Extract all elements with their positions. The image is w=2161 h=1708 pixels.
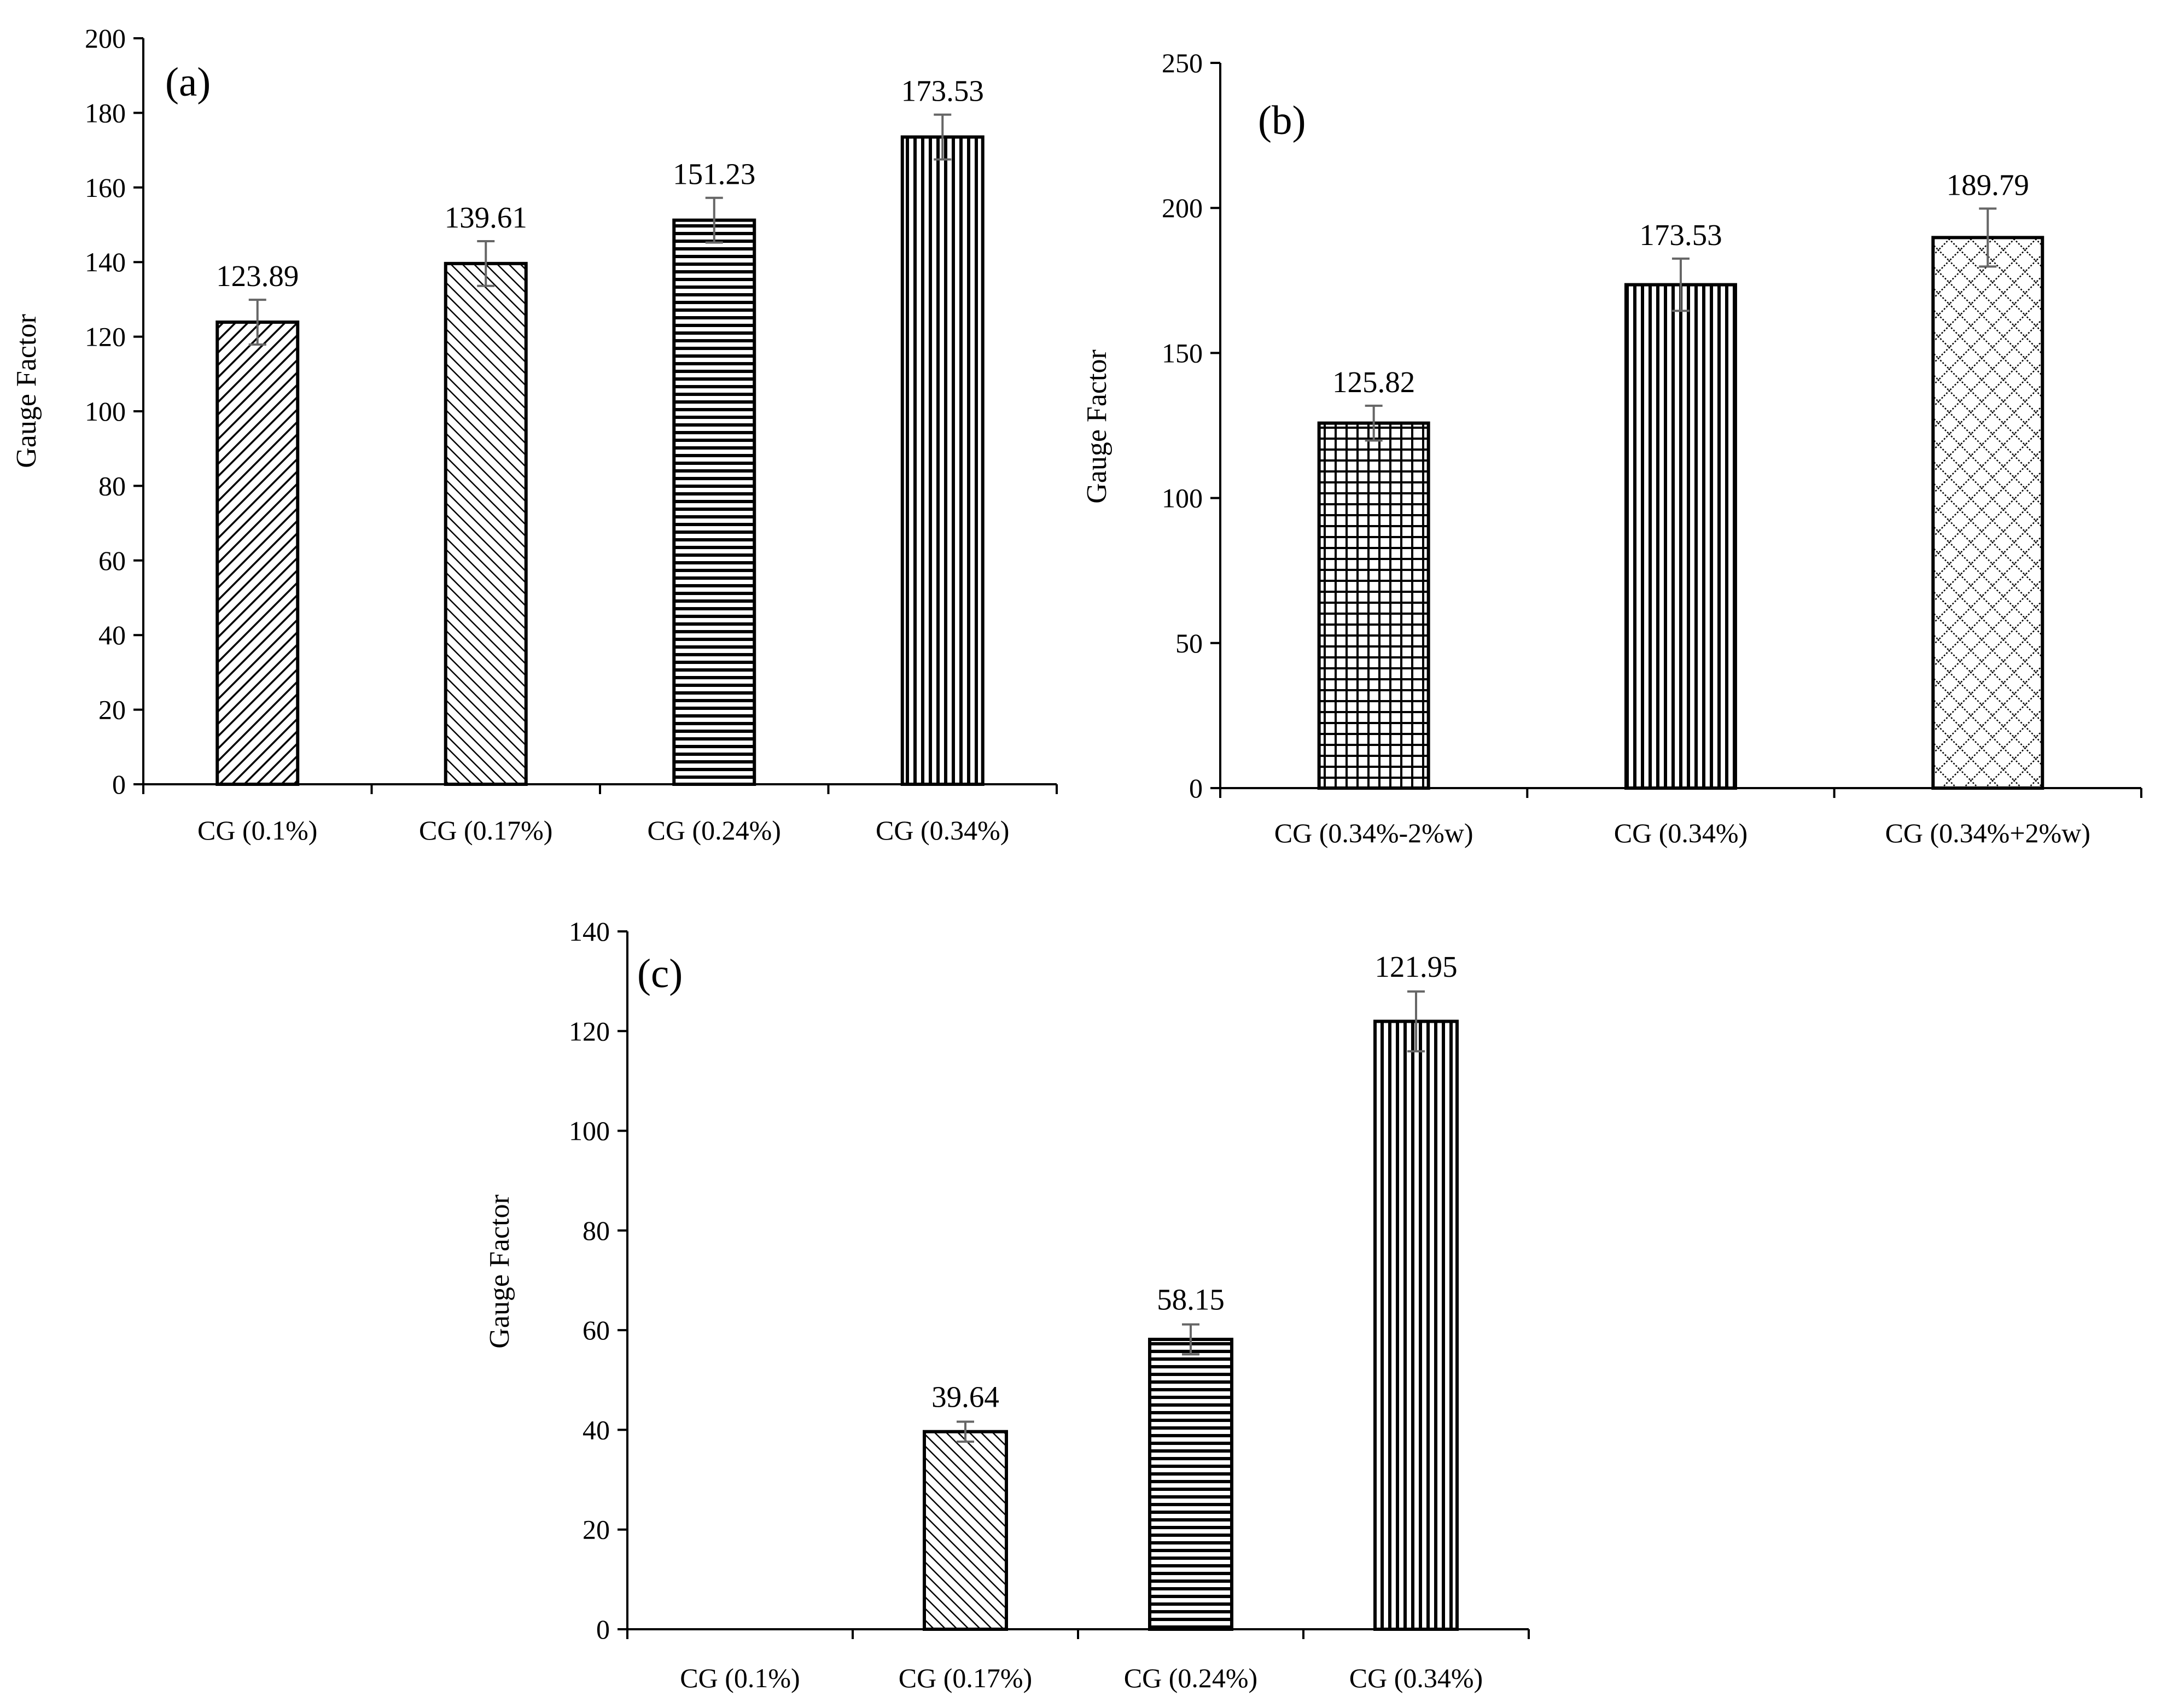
y-tick-label: 0 bbox=[596, 1614, 610, 1645]
y-tick-label: 140 bbox=[569, 916, 610, 947]
y-tick-label: 20 bbox=[98, 695, 126, 725]
data-label: 39.64 bbox=[931, 1380, 999, 1413]
y-axis-title: Gauge Factor bbox=[484, 1194, 515, 1349]
x-tick-label: CG (0.34%) bbox=[1349, 1663, 1483, 1693]
data-label: 173.53 bbox=[901, 74, 984, 108]
y-tick-label: 140 bbox=[85, 247, 126, 277]
x-tick-label: CG (0.34%) bbox=[876, 815, 1009, 846]
y-tick-label: 180 bbox=[85, 97, 126, 128]
y-tick-label: 0 bbox=[1189, 773, 1203, 803]
y-tick-label: 60 bbox=[583, 1315, 610, 1345]
y-tick-label: 60 bbox=[98, 545, 126, 576]
y-tick-label: 100 bbox=[569, 1116, 610, 1146]
bar bbox=[1373, 1019, 1459, 1631]
bar bbox=[672, 218, 756, 786]
bar bbox=[444, 261, 528, 786]
bar bbox=[1317, 421, 1430, 790]
y-tick-label: 100 bbox=[85, 396, 126, 427]
chart-a: 0 20 40 60 80 100 120 140 160 180 200 CG (0.1%) CG (… bbox=[11, 23, 1058, 846]
y-tick-label: 160 bbox=[85, 172, 126, 203]
y-tick-label: 250 bbox=[1162, 48, 1203, 78]
y-tick-label: 50 bbox=[1175, 628, 1203, 658]
y-axis-title: Gauge Factor bbox=[11, 314, 42, 468]
y-tick-label: 80 bbox=[98, 470, 126, 501]
x-tick-label: CG (0.17%) bbox=[899, 1663, 1032, 1693]
data-label: 139.61 bbox=[445, 201, 527, 234]
x-tick-label: CG (0.1%) bbox=[680, 1663, 800, 1693]
x-tick-label: CG (0.24%) bbox=[648, 815, 781, 846]
chart-b: 0 50 100 150 200 250 CG (0.34%-2%w) CG (0.34%) C… bbox=[1081, 48, 2142, 848]
data-label: 58.15 bbox=[1157, 1283, 1225, 1316]
y-tick-label: 120 bbox=[569, 1016, 610, 1046]
y-tick-label: 100 bbox=[1162, 483, 1203, 514]
x-tick-label: CG (0.34%) bbox=[1614, 818, 1748, 848]
x-tick-label: CG (0.34%-2%w) bbox=[1274, 818, 1473, 848]
data-label: 173.53 bbox=[1639, 218, 1722, 252]
x-tick-label: CG (0.24%) bbox=[1124, 1663, 1257, 1693]
bar bbox=[215, 320, 300, 786]
y-tick-label: 200 bbox=[85, 23, 126, 54]
panel-label: (a) bbox=[165, 60, 211, 105]
y-tick-label: 20 bbox=[583, 1514, 610, 1545]
panel-label: (c) bbox=[637, 951, 683, 996]
x-tick-label: CG (0.17%) bbox=[419, 815, 552, 846]
data-label: 121.95 bbox=[1374, 950, 1457, 983]
data-label: 189.79 bbox=[1947, 168, 2029, 201]
data-label: 125.82 bbox=[1332, 365, 1415, 399]
y-tick-label: 200 bbox=[1162, 193, 1203, 223]
chart-c: 0 20 40 60 80 100 120 140 CG (0.1%) CG (0.17%) CG … bbox=[484, 916, 1530, 1693]
y-tick-label: 80 bbox=[583, 1215, 610, 1246]
data-label: 123.89 bbox=[216, 259, 299, 293]
x-tick-label: CG (0.1%) bbox=[197, 815, 317, 846]
bar bbox=[900, 135, 985, 786]
y-tick-label: 40 bbox=[98, 620, 126, 650]
bar bbox=[923, 1430, 1008, 1631]
y-tick-label: 150 bbox=[1162, 337, 1203, 368]
y-tick-label: 40 bbox=[583, 1414, 610, 1445]
y-axis-title: Gauge Factor bbox=[1081, 349, 1112, 504]
bar bbox=[1624, 283, 1737, 790]
bar bbox=[1931, 236, 2044, 790]
y-tick-label: 120 bbox=[85, 322, 126, 352]
bar bbox=[1148, 1338, 1233, 1631]
x-tick-label: CG (0.34%+2%w) bbox=[1885, 818, 2090, 848]
y-tick-label: 0 bbox=[112, 769, 126, 800]
data-label: 151.23 bbox=[673, 158, 755, 191]
panel-label: (b) bbox=[1258, 98, 1306, 143]
